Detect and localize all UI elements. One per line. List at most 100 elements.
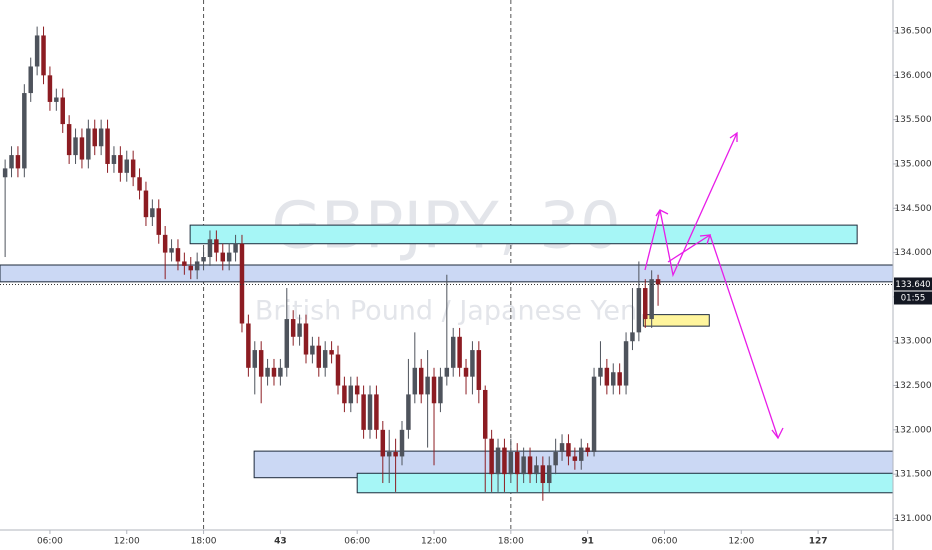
candle-body xyxy=(406,394,411,430)
candle-body xyxy=(617,372,622,386)
candle-body xyxy=(463,367,469,377)
candle-body xyxy=(470,350,475,377)
candle-body xyxy=(623,341,629,386)
candle-body xyxy=(572,456,578,461)
projection-arrows xyxy=(644,131,784,440)
candle-body xyxy=(137,177,142,191)
y-tick-label: 135.500 xyxy=(894,115,931,125)
candle-body xyxy=(425,376,430,395)
candle-body xyxy=(380,429,386,457)
candle-body xyxy=(271,367,277,377)
candle-body xyxy=(105,128,110,164)
candle-body xyxy=(495,447,501,475)
candle-body xyxy=(265,367,270,377)
candle-body xyxy=(226,252,232,262)
candle-body xyxy=(553,452,558,466)
candle-body xyxy=(130,159,136,178)
candle-body xyxy=(329,350,334,355)
candle-body xyxy=(41,35,46,76)
price-zone xyxy=(356,472,894,494)
candle-body xyxy=(194,261,200,271)
x-tick-label: 06:00 xyxy=(652,537,678,547)
candle-body xyxy=(98,128,104,147)
candle-body xyxy=(636,288,642,333)
x-tick-label: 12:00 xyxy=(728,537,754,547)
candle-body xyxy=(92,128,97,147)
candle-body xyxy=(418,367,424,395)
candle-body xyxy=(118,155,123,173)
candle-body xyxy=(239,243,245,324)
candle-body xyxy=(444,367,450,377)
candle-body xyxy=(457,336,462,368)
candle-body xyxy=(335,354,341,386)
arrowhead xyxy=(771,427,784,440)
candle-body xyxy=(258,350,264,377)
y-tick-label: 134.000 xyxy=(894,248,931,258)
candle-body xyxy=(482,389,488,439)
candle-body xyxy=(310,345,315,355)
candle-body xyxy=(476,350,482,390)
candle-body xyxy=(502,447,507,475)
candle-body xyxy=(514,452,520,475)
x-tick-label: 91 xyxy=(581,537,594,547)
x-tick-label: 12:00 xyxy=(421,537,447,547)
candle-body xyxy=(521,456,526,475)
candle-body xyxy=(579,447,584,461)
candle-body xyxy=(643,288,648,320)
candle-body xyxy=(297,323,302,337)
candle-body xyxy=(9,155,14,169)
watermark-subtitle: British Pound / Japanese Yen xyxy=(255,296,637,327)
y-tick-label: 132.000 xyxy=(894,425,931,435)
candle-body xyxy=(412,367,418,395)
candle-body xyxy=(175,248,181,262)
candle-body xyxy=(591,376,597,453)
candle-body xyxy=(342,385,347,404)
x-tick-label: 127 xyxy=(809,537,828,547)
candle-body xyxy=(47,75,53,102)
candle-body xyxy=(278,367,283,377)
candle-body xyxy=(348,385,354,404)
candle-body xyxy=(66,124,72,156)
candle-body xyxy=(399,429,405,457)
candle-body xyxy=(489,438,494,475)
candle-body xyxy=(207,239,213,258)
x-tick-label: 06:00 xyxy=(37,537,63,547)
y-tick-label: 134.500 xyxy=(894,204,931,214)
x-tick-label: 06:00 xyxy=(344,537,370,547)
candle-body xyxy=(214,239,219,253)
price-zone xyxy=(189,224,858,245)
candle-body xyxy=(2,168,8,178)
candle-body xyxy=(220,252,226,262)
candle-body xyxy=(143,190,149,218)
candle-body xyxy=(169,248,174,253)
countdown-box xyxy=(894,291,932,305)
candle-body xyxy=(188,265,194,271)
candle-body xyxy=(386,452,392,457)
y-tick-label: 131.000 xyxy=(894,514,931,524)
candle-body xyxy=(79,137,85,160)
candle-body xyxy=(22,93,27,169)
candle-body xyxy=(182,261,187,266)
candle-body xyxy=(246,323,251,368)
x-tick-label: 18:00 xyxy=(498,537,524,547)
y-tick-label: 133.000 xyxy=(894,337,931,347)
price-zone xyxy=(642,314,710,327)
candle-body xyxy=(604,367,610,386)
y-tick-label: 131.500 xyxy=(894,470,931,480)
y-tick-label: 136.500 xyxy=(894,27,931,37)
candle-body xyxy=(655,279,661,285)
candle-body xyxy=(34,35,40,67)
countdown: 01:55 xyxy=(901,293,926,303)
arrowhead xyxy=(655,209,669,217)
candle-body xyxy=(316,345,322,368)
candle-body xyxy=(450,336,456,368)
y-tick-label: 132.500 xyxy=(894,381,931,391)
last-price-box xyxy=(894,277,932,291)
candle-body xyxy=(649,279,654,320)
candle-body xyxy=(303,323,309,355)
last-price-label: 133.640 xyxy=(895,280,930,290)
x-tick-label: 18:00 xyxy=(191,537,217,547)
candle-body xyxy=(284,319,290,368)
watermark-group: GBPJPY, 30 British Pound / Japanese Yen xyxy=(255,190,637,327)
